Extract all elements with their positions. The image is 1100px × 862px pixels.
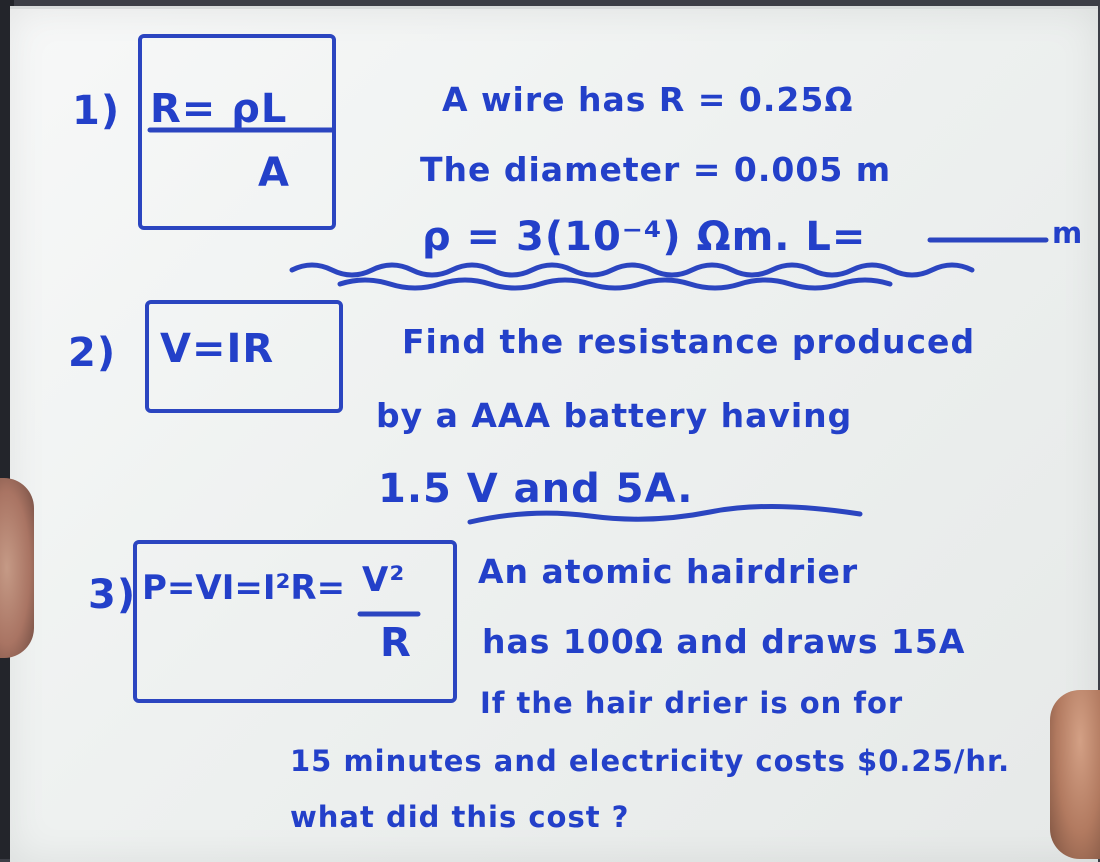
problem-3-frac-bottom: R [380, 620, 412, 666]
problem-1-line-2: The diameter = 0.005 m [420, 150, 892, 189]
problem-3-formula: P=VI=I²R= [142, 568, 346, 608]
problem-1-formula-top: R= ρL [150, 86, 288, 132]
problem-3-line-3: If the hair drier is on for [480, 686, 904, 720]
problem-1-unit: m [1052, 216, 1084, 250]
problem-2-line-2: by a AAA battery having [376, 396, 853, 435]
problem-1-separator-wave [289, 262, 975, 278]
problem-2-formula: V=IR [160, 326, 275, 372]
problem-2-line-3: 1.5 V and 5A. [378, 466, 694, 512]
problem-3-frac-top: V² [362, 560, 406, 600]
problem-3-line-4: 15 minutes and electricity costs $0.25/h… [290, 744, 1011, 778]
problem-2-underline [467, 503, 863, 525]
problem-3-line-1: An atomic hairdrier [478, 552, 859, 591]
problem-1-formula-box [138, 34, 336, 230]
problem-3-line-2: has 100Ω and draws 15A [482, 622, 966, 661]
problem-3-line-5: what did this cost ? [290, 800, 630, 834]
problem-1-separator-wave-2 [337, 277, 893, 291]
problem-1-number: 1) [72, 88, 121, 134]
problem-2-line-1: Find the resistance produced [402, 322, 976, 361]
problem-3-number: 3) [88, 572, 137, 618]
whiteboard [10, 6, 1098, 862]
problem-2-number: 2) [68, 330, 117, 376]
left-hand [0, 478, 34, 658]
problem-2-formula-box [145, 300, 343, 413]
problem-3-formula-box [133, 540, 457, 703]
right-hand [1050, 690, 1100, 859]
problem-1-line-1: A wire has R = 0.25Ω [442, 80, 854, 119]
problem-1-formula-bottom: A [258, 150, 290, 196]
problem-1-line-3: ρ = 3(10⁻⁴) Ωm. L= [422, 214, 867, 260]
